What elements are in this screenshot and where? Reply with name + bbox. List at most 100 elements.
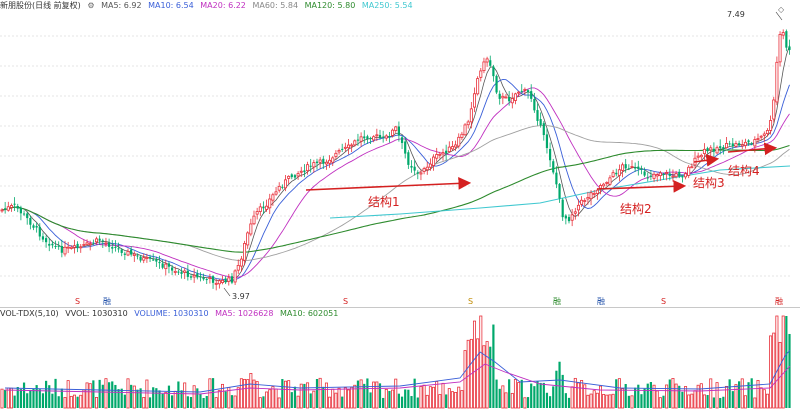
volume-bar <box>750 378 753 408</box>
volume-bar <box>419 386 423 409</box>
volume-bar <box>41 393 45 408</box>
vol-ma5: MA5: 1026628 <box>215 309 274 318</box>
candle-body <box>164 263 168 270</box>
volume-bar <box>530 383 533 408</box>
candle-body <box>425 166 429 171</box>
event-mark-s[interactable]: S <box>343 297 348 306</box>
low-price-label: 3.97 <box>232 292 250 301</box>
candle-body <box>561 199 564 218</box>
volume-bar <box>9 387 13 409</box>
candle-body <box>0 209 4 212</box>
volume-bar <box>617 378 621 409</box>
candle-body <box>394 126 398 131</box>
candle-body <box>114 246 117 248</box>
volume-bar <box>583 384 587 409</box>
volume-bar <box>649 382 652 408</box>
candle-body <box>627 168 630 170</box>
volume-bar <box>375 381 379 409</box>
volume-bar <box>98 379 101 408</box>
candle-body <box>479 70 483 78</box>
candle-body <box>715 147 719 154</box>
candle-body <box>602 183 606 187</box>
volume-bar <box>725 385 729 409</box>
volume-bar <box>731 391 734 408</box>
event-mark-margin[interactable]: 融 <box>553 296 561 306</box>
volume-bar <box>236 387 240 409</box>
candle-body <box>743 141 747 146</box>
stock-name[interactable]: 新朋股份(日线 前复权) <box>0 1 81 10</box>
volume-bar <box>249 373 253 409</box>
vol-title[interactable]: VOL-TDX(5,10) <box>0 309 59 318</box>
candle-body <box>66 246 70 249</box>
candle-body <box>243 243 247 261</box>
volume-bar <box>167 385 171 408</box>
volume-bar <box>356 380 360 408</box>
volume-bar <box>391 389 395 409</box>
volume-bar <box>85 382 89 409</box>
volume-bar <box>343 387 347 409</box>
volume-bar <box>384 388 388 409</box>
candle-body <box>92 242 95 244</box>
candle-body <box>492 66 495 77</box>
candle-body <box>489 60 492 66</box>
candle-body <box>331 157 335 163</box>
volume-bar <box>526 397 530 408</box>
candle-body <box>457 136 461 147</box>
volume-bar <box>120 388 123 408</box>
volume-bar <box>72 394 76 409</box>
candle-body <box>432 156 436 166</box>
candle-body <box>372 136 376 141</box>
volume-bar <box>155 388 158 408</box>
event-mark-margin[interactable]: 融 <box>775 296 783 306</box>
event-mark-margin[interactable]: S <box>468 297 473 306</box>
diamond-icon[interactable]: ◇ <box>778 5 785 14</box>
volume-bar <box>158 390 161 408</box>
low-marker-line <box>223 287 231 297</box>
candle-body <box>652 173 656 179</box>
candle-body <box>41 236 45 240</box>
volume-bar <box>177 381 180 408</box>
event-mark-margin[interactable]: 融 <box>597 296 605 306</box>
candle-body <box>48 243 51 246</box>
volume-bar <box>328 396 332 409</box>
candle-body <box>290 174 293 178</box>
volume-bar <box>615 379 618 408</box>
volume-bar <box>595 392 599 409</box>
candle-body <box>281 186 284 188</box>
candle-body <box>738 143 741 146</box>
candle-body <box>728 143 731 145</box>
volume-bar <box>29 389 32 408</box>
volume-bar <box>117 389 120 408</box>
volume-bar <box>283 380 287 409</box>
candle-body <box>382 136 385 138</box>
volume-bar <box>558 361 561 408</box>
volume-bar <box>457 386 461 409</box>
volume-bar <box>16 386 19 408</box>
volume-bar <box>432 386 436 409</box>
candle-body <box>38 226 41 237</box>
candle-body <box>274 191 278 195</box>
candle-body <box>731 143 734 147</box>
legend-gear-icon[interactable]: ⚙ <box>87 1 95 10</box>
event-mark-s[interactable]: S <box>75 297 80 306</box>
ma60-line <box>1 125 790 262</box>
candle-body <box>583 200 587 202</box>
volume-bar <box>450 391 454 409</box>
candle-body <box>508 96 511 102</box>
volume-bar <box>130 384 133 408</box>
candle-body <box>722 147 725 149</box>
event-mark-margin[interactable]: 融 <box>103 296 111 306</box>
volume-bar <box>142 397 146 409</box>
pane-separator[interactable] <box>0 307 800 308</box>
volume-bar <box>407 389 410 408</box>
volume-bar <box>35 385 38 408</box>
volume-bar <box>196 388 199 408</box>
volume-bar <box>211 378 215 408</box>
event-mark-s[interactable]: S <box>661 297 666 306</box>
candle-body <box>552 161 555 173</box>
candle-body <box>88 243 92 246</box>
candle-body <box>699 154 703 158</box>
candle-body <box>687 166 691 176</box>
candle-body <box>108 242 111 247</box>
